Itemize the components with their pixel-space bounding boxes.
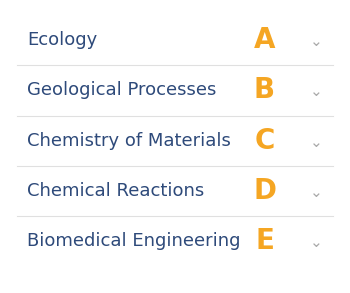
Text: ⌄: ⌄	[310, 135, 323, 150]
Text: Ecology: Ecology	[27, 31, 97, 49]
Text: Chemistry of Materials: Chemistry of Materials	[27, 132, 231, 150]
Text: E: E	[255, 227, 274, 255]
Text: ⌄: ⌄	[310, 185, 323, 200]
Text: C: C	[254, 127, 275, 155]
Text: ⌄: ⌄	[310, 84, 323, 99]
Text: Chemical Reactions: Chemical Reactions	[27, 182, 204, 200]
Text: ⌄: ⌄	[310, 34, 323, 49]
Text: Geological Processes: Geological Processes	[27, 81, 216, 99]
Text: ⌄: ⌄	[310, 235, 323, 250]
Text: D: D	[253, 177, 276, 205]
Text: Biomedical Engineering: Biomedical Engineering	[27, 232, 240, 250]
Text: B: B	[254, 76, 275, 104]
Text: A: A	[254, 26, 275, 54]
